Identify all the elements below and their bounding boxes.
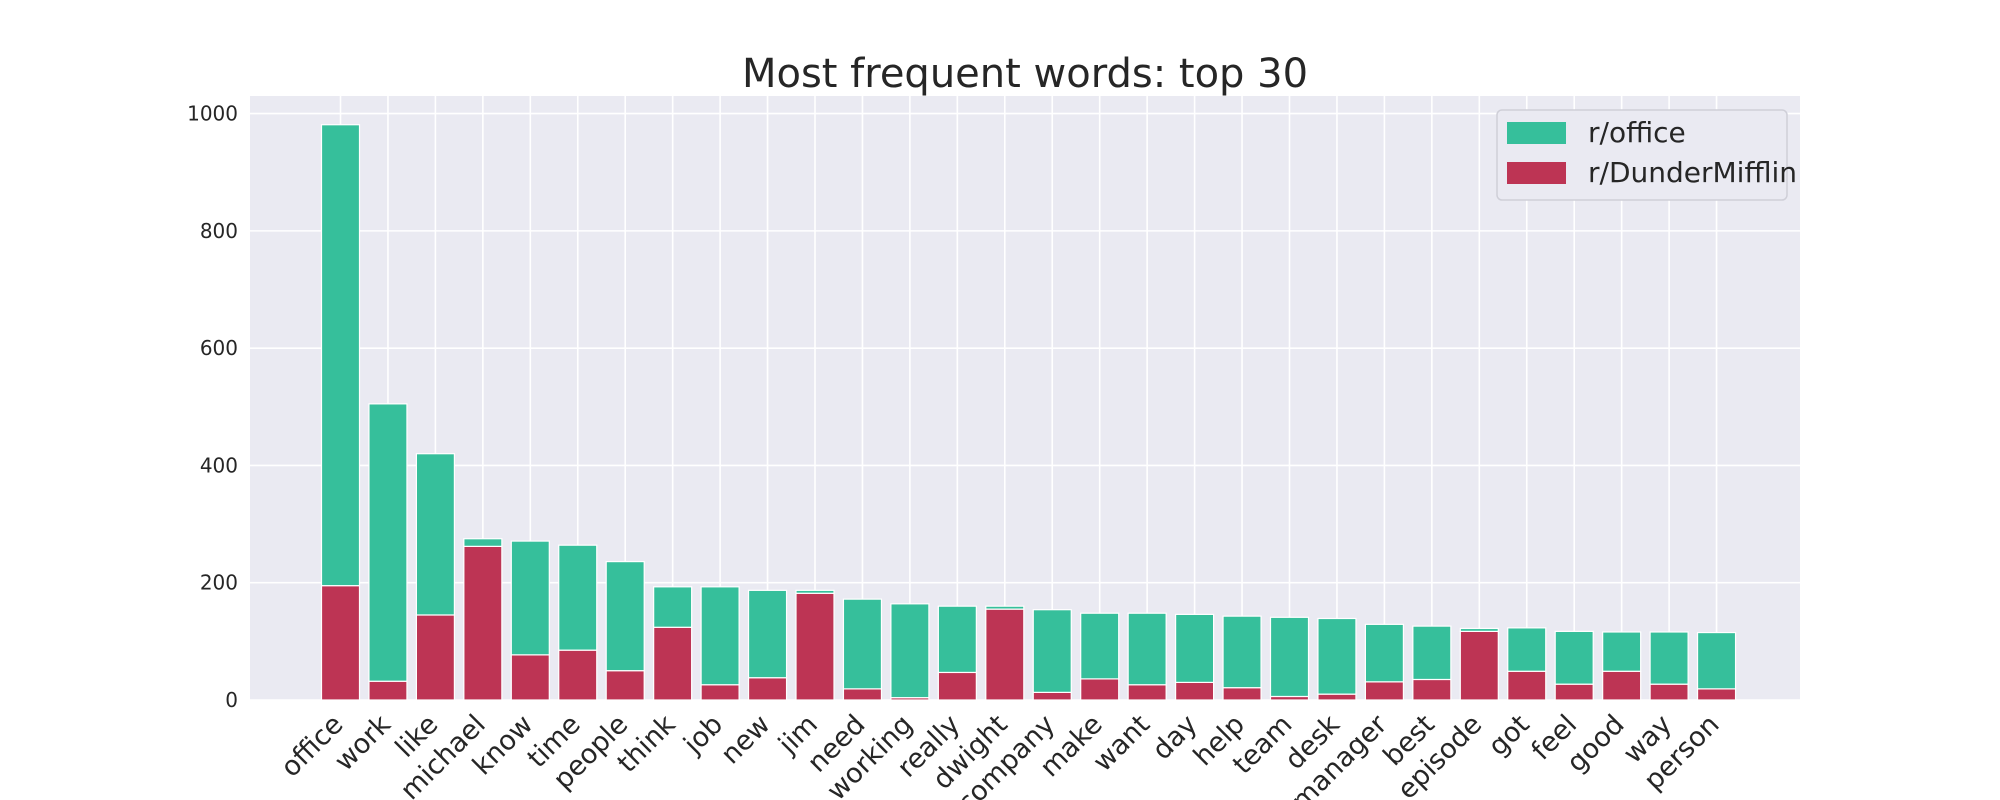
x-tick-label-work: work <box>329 709 397 777</box>
legend-box <box>1496 109 1788 201</box>
bar-dundermifflin-like <box>415 614 455 701</box>
bar-dundermifflin-feel <box>1554 683 1594 701</box>
bar-office-like <box>415 453 455 616</box>
bar-dundermifflin-think <box>653 626 693 701</box>
bar-office-good <box>1602 631 1642 672</box>
bar-office-company <box>1032 609 1072 693</box>
bar-dundermifflin-really <box>937 671 977 701</box>
bar-office-jim <box>795 589 835 594</box>
legend: r/office r/DunderMifflin <box>1496 109 1797 201</box>
bars <box>320 124 1737 701</box>
bar-office-dwight <box>985 605 1025 610</box>
bar-dundermifflin-company <box>1032 691 1072 701</box>
bar-office-make <box>1080 612 1120 680</box>
legend-label-dundermifflin: r/DunderMifflin <box>1588 156 1797 189</box>
bar-dundermifflin-time <box>558 649 598 701</box>
y-tick-label: 1000 <box>187 102 238 126</box>
y-tick-labels: 0 200 400 600 800 1000 <box>187 102 238 712</box>
bar-dundermifflin-dwight <box>985 608 1025 701</box>
bar-dundermifflin-new <box>747 677 788 701</box>
bar-dundermifflin-people <box>605 670 645 701</box>
bar-office-team <box>1269 616 1310 698</box>
x-tick-label-new: new <box>715 709 776 770</box>
bar-office-working <box>890 603 930 699</box>
bar-office-way <box>1649 631 1689 685</box>
bar-dundermifflin-good <box>1602 670 1642 701</box>
bar-dundermifflin-work <box>368 680 408 701</box>
legend-swatch-office <box>1507 122 1566 144</box>
bar-office-desk <box>1317 617 1357 695</box>
bar-dundermifflin-make <box>1080 678 1120 701</box>
bar-office-need <box>842 598 883 690</box>
bar-office-people <box>605 561 645 672</box>
chart-title: Most frequent words: top 30 <box>742 51 1308 97</box>
y-tick-label: 0 <box>225 688 238 712</box>
bar-office-manager <box>1364 623 1405 683</box>
bar-dundermifflin-office <box>320 585 361 701</box>
bar-office-think <box>653 586 693 628</box>
bar-dundermifflin-want <box>1127 684 1167 701</box>
bar-dundermifflin-episode <box>1459 630 1499 701</box>
bar-office-work <box>368 403 408 682</box>
bar-dundermifflin-manager <box>1364 681 1405 701</box>
x-tick-labels: officeworklikemichaelknowtimepeoplethink… <box>275 708 1725 800</box>
bar-dundermifflin-person <box>1696 688 1737 701</box>
y-tick-label: 600 <box>200 336 238 360</box>
bar-office-time <box>558 544 598 651</box>
bar-office-got <box>1507 627 1547 672</box>
y-tick-label: 800 <box>200 219 238 243</box>
bar-office-really <box>937 605 977 674</box>
bar-office-best <box>1412 625 1452 681</box>
bar-dundermifflin-desk <box>1317 693 1357 701</box>
bar-dundermifflin-way <box>1649 683 1689 701</box>
y-tick-label: 200 <box>200 571 238 595</box>
bar-dundermifflin-need <box>842 688 883 701</box>
bar-dundermifflin-jim <box>795 592 835 701</box>
bar-office-want <box>1127 612 1167 686</box>
bar-dundermifflin-job <box>700 684 740 701</box>
bar-dundermifflin-best <box>1412 678 1452 701</box>
legend-swatch-dundermifflin <box>1507 162 1566 184</box>
bar-office-feel <box>1554 630 1594 685</box>
y-tick-label: 400 <box>200 453 238 477</box>
bar-dundermifflin-day <box>1174 681 1215 701</box>
bar-office-know <box>510 540 550 656</box>
bar-office-job <box>700 586 740 686</box>
x-tick-label-got: got <box>1482 709 1535 762</box>
bar-office-michael <box>463 538 503 547</box>
bar-office-day <box>1174 613 1215 684</box>
bar-office-office <box>320 124 361 587</box>
bar-office-person <box>1696 631 1737 690</box>
bar-dundermifflin-got <box>1507 670 1547 701</box>
bar-dundermifflin-michael <box>463 545 503 701</box>
x-tick-label-want: want <box>1087 709 1156 778</box>
legend-label-office: r/office <box>1588 116 1686 149</box>
bar-office-episode <box>1459 627 1499 632</box>
bar-dundermifflin-help <box>1222 687 1262 701</box>
bar-office-help <box>1222 615 1262 689</box>
bar-office-new <box>747 589 788 679</box>
bar-dundermifflin-know <box>510 654 550 701</box>
